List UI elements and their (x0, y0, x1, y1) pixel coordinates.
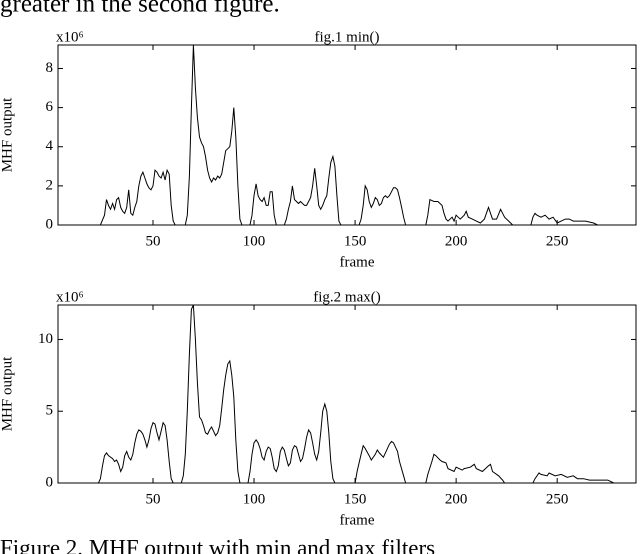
x-axis-label: frame (340, 512, 375, 528)
body-text: greater in the second figure. (0, 0, 280, 18)
y-tick-label: 5 (46, 403, 54, 419)
x-axis-label: frame (340, 254, 375, 270)
x-tick-label: 150 (344, 491, 367, 507)
x-tick-label: 50 (145, 233, 160, 249)
y-tick-label: 8 (46, 60, 54, 76)
x-tick-label: 250 (546, 491, 569, 507)
data-line (58, 44, 598, 226)
y-tick-label: 4 (46, 138, 54, 154)
y-tick-label: 10 (38, 331, 53, 347)
y-tick-label: 0 (46, 216, 54, 232)
x-tick-label: 100 (243, 491, 266, 507)
y-tick-label: 6 (46, 99, 54, 115)
x-tick-label: 100 (243, 233, 266, 249)
x-tick-label: 50 (145, 491, 160, 507)
chart-title: fig.2 max() (313, 289, 380, 305)
y-multiplier: x10⁶ (56, 289, 84, 305)
x-tick-label: 250 (546, 233, 569, 249)
chart-title: fig.1 min() (315, 29, 380, 45)
figure-caption: Figure 2. MHF output with min and max fi… (0, 535, 435, 554)
y-axis-label: MHF output (0, 356, 15, 431)
plot-frame (57, 44, 637, 226)
data-line (58, 304, 615, 484)
y-multiplier: x10⁶ (56, 29, 84, 45)
x-tick-label: 150 (344, 233, 367, 249)
x-tick-label: 200 (445, 491, 468, 507)
y-tick-label: 2 (46, 177, 54, 193)
x-tick-label: 200 (445, 233, 468, 249)
y-tick-label: 0 (46, 474, 54, 490)
y-axis-label: MHF output (0, 97, 15, 172)
plot-frame (57, 304, 637, 484)
